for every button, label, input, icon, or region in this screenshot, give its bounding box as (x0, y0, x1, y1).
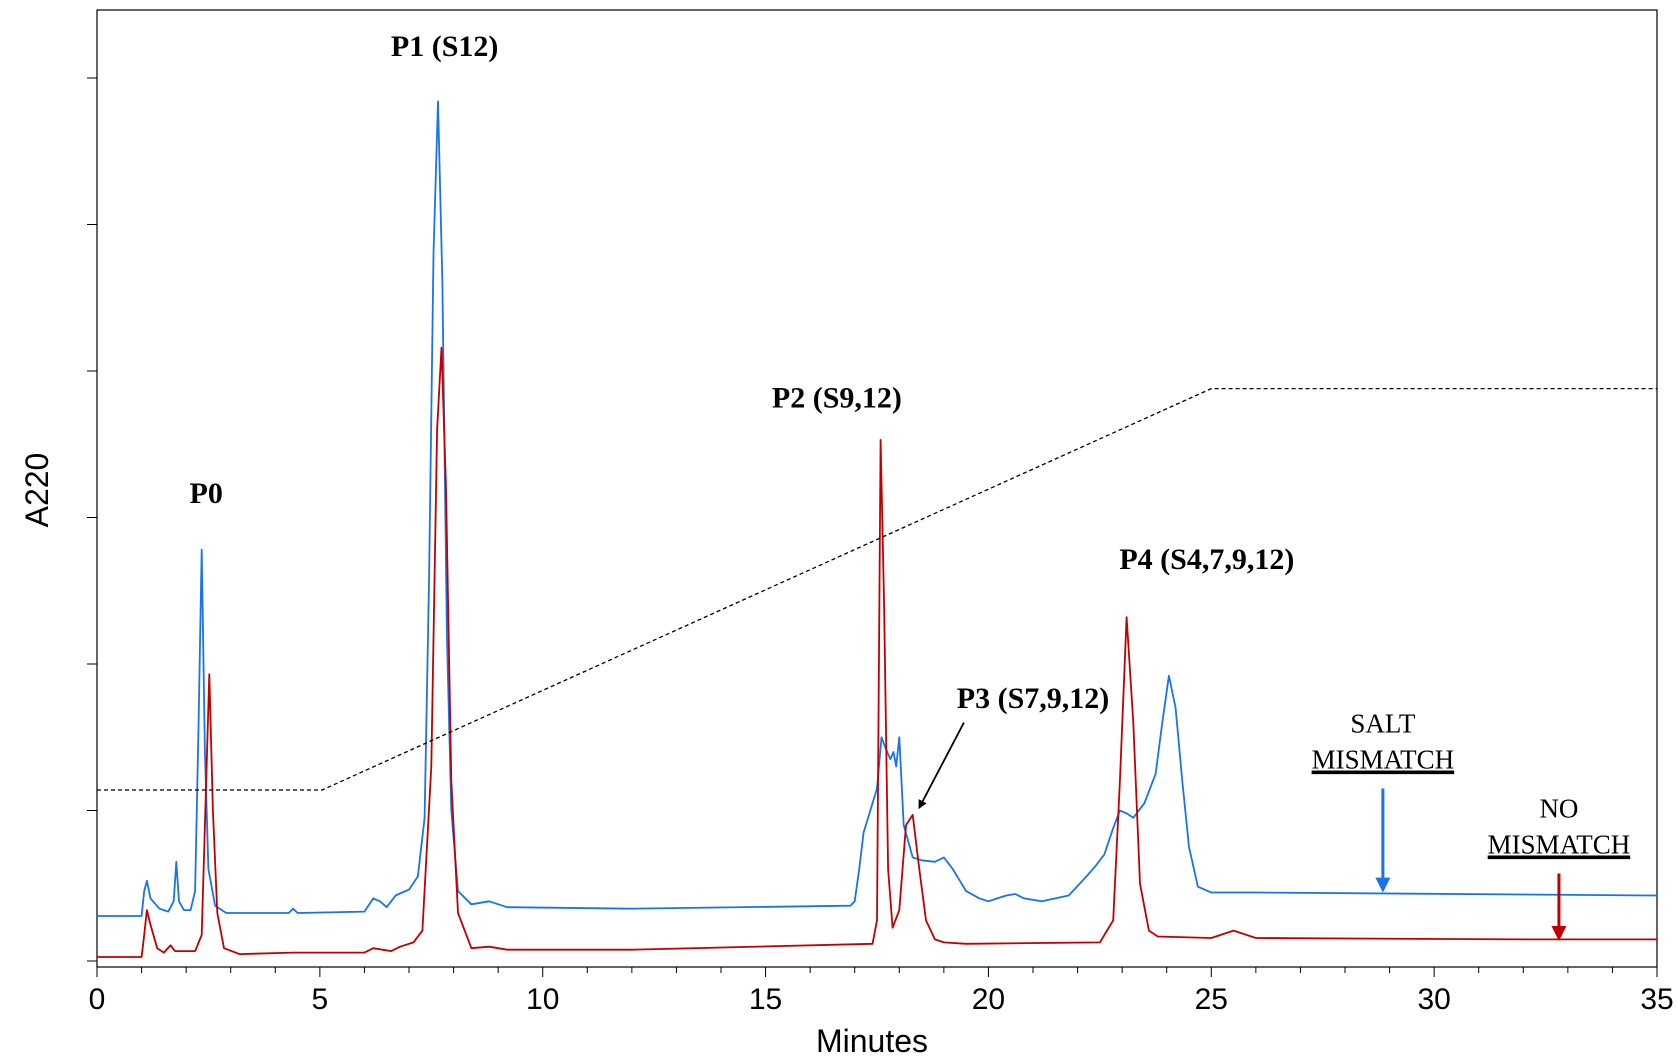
y-axis-title: A220 (19, 453, 55, 528)
annotation-line1: SALT (1350, 709, 1416, 739)
peak-label: P2 (S9,12) (772, 382, 902, 415)
x-tick-label: 10 (526, 983, 559, 1016)
x-axis-title: Minutes (816, 1023, 928, 1057)
series-line-salt-mismatch (97, 100, 1658, 917)
annotation-line2: MISMATCH (1312, 745, 1455, 775)
x-tick-label: 15 (749, 983, 782, 1016)
annotation-line2: MISMATCH (1488, 829, 1631, 859)
x-tick-label: 35 (1640, 983, 1673, 1016)
x-tick-label: 5 (312, 983, 329, 1016)
peak-label: P3 (S7,9,12) (957, 682, 1110, 715)
x-tick-label: 20 (972, 983, 1005, 1016)
peak-label: P1 (S12) (391, 30, 499, 63)
peak-label: P4 (S4,7,9,12) (1119, 543, 1294, 576)
x-tick-label: 30 (1417, 983, 1450, 1016)
x-tick-label: 0 (89, 983, 106, 1016)
series-line-gradient (97, 387, 1657, 791)
x-tick-label: 25 (1195, 983, 1228, 1016)
annotation-line1: NO (1539, 793, 1578, 823)
peak-label: P0 (190, 477, 223, 510)
series-line-no-mismatch (97, 346, 1657, 958)
plot-frame (96, 9, 1658, 968)
p3-pointer-arrow (918, 722, 965, 810)
